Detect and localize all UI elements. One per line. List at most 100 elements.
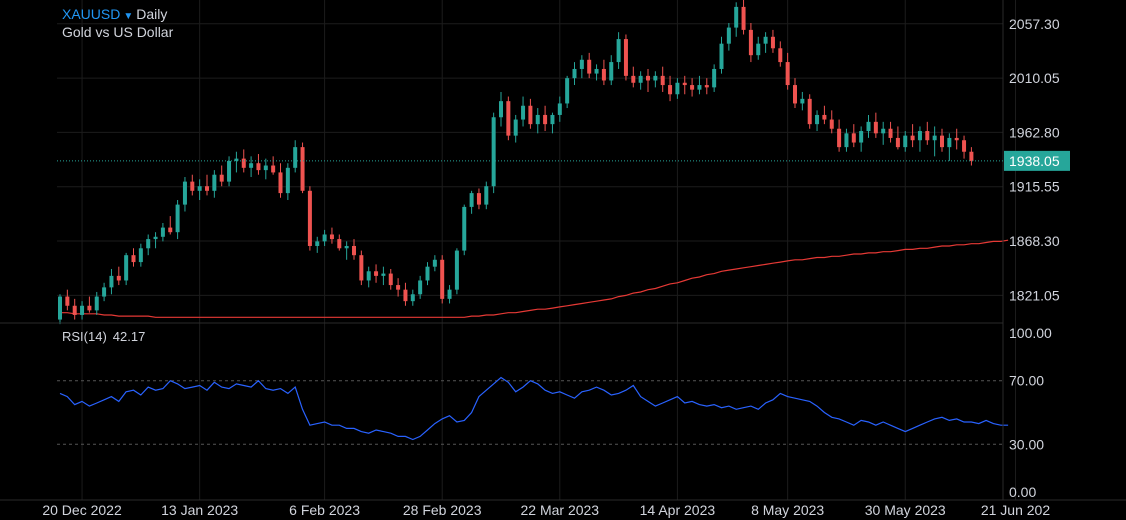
- candle-body: [513, 119, 518, 136]
- candle: [219, 165, 224, 187]
- candle: [168, 216, 173, 235]
- candle: [859, 126, 864, 152]
- candle-body: [697, 85, 702, 90]
- time-tick-label: 6 Feb 2023: [289, 502, 360, 518]
- caret-down-icon[interactable]: ▼: [123, 11, 134, 22]
- candle: [550, 112, 555, 134]
- candle-body: [322, 234, 327, 242]
- candle: [116, 266, 121, 286]
- candle: [72, 298, 77, 320]
- candle-body: [131, 255, 136, 263]
- candle: [748, 22, 753, 63]
- candle: [954, 128, 959, 150]
- price-grid: [57, 0, 1016, 323]
- candle: [109, 268, 114, 295]
- candle: [579, 55, 584, 79]
- time-axis[interactable]: 20 Dec 2022 13 Jan 2023 6 Feb 2023 28 Feb 2…: [42, 502, 1050, 518]
- candle: [793, 78, 797, 109]
- candle-body: [873, 121, 878, 134]
- candle-body: [80, 305, 85, 315]
- candle-body: [844, 133, 849, 148]
- candle-body: [690, 85, 695, 90]
- candle-body: [381, 273, 386, 276]
- candle-body: [300, 147, 305, 191]
- candle-body: [712, 68, 717, 88]
- candle: [756, 36, 761, 60]
- candle-body: [793, 85, 797, 104]
- candle-body: [462, 206, 467, 251]
- candle-body: [528, 105, 533, 125]
- candle-body: [447, 289, 452, 299]
- candle: [623, 34, 628, 81]
- candle: [352, 239, 356, 260]
- candle: [572, 62, 577, 86]
- candle: [454, 248, 459, 295]
- candle-body: [256, 163, 261, 171]
- candle: [565, 75, 570, 109]
- candle-body: [660, 75, 665, 86]
- rsi-name: RSI(14): [62, 329, 107, 344]
- candle: [543, 105, 548, 132]
- candle-body: [785, 62, 790, 86]
- candle: [962, 135, 967, 159]
- candle-body: [748, 29, 753, 56]
- candle: [881, 121, 886, 145]
- candle: [741, 0, 746, 35]
- price-axis[interactable]: 2057.30 2010.05 1962.80 1915.55 1868.30 1821.…: [1009, 16, 1060, 304]
- candle-body: [403, 289, 408, 302]
- candle-body: [910, 135, 915, 141]
- candle: [726, 22, 731, 51]
- candle: [227, 156, 232, 187]
- candle-body: [851, 133, 856, 143]
- candle: [506, 96, 511, 141]
- candle: [609, 55, 614, 86]
- moving-average-layer: [60, 239, 1009, 318]
- last-price-marker: 1938.05: [57, 150, 1070, 171]
- candle-body: [315, 241, 320, 246]
- candle-body: [366, 271, 371, 281]
- candle-body: [278, 172, 283, 194]
- candle-body: [962, 140, 967, 152]
- candle: [447, 285, 452, 304]
- candle-body: [499, 101, 503, 118]
- candle-body: [241, 158, 246, 168]
- candle: [521, 96, 526, 127]
- candle-body: [734, 6, 739, 28]
- candle: [491, 112, 496, 194]
- candle-body: [138, 248, 143, 263]
- candle: [293, 140, 298, 173]
- candle-body: [668, 85, 673, 95]
- symbol-name[interactable]: XAUUSD: [62, 6, 121, 22]
- rsi-axis[interactable]: 100.00 70.00 30.00 0.00: [1009, 325, 1052, 500]
- candle-body: [572, 68, 577, 79]
- candle: [388, 268, 393, 290]
- last-price-label: 1938.05: [1009, 153, 1060, 169]
- candle: [925, 121, 930, 145]
- candle-body: [432, 259, 437, 267]
- price-tick-label: 1868.30: [1009, 233, 1060, 249]
- candle: [660, 66, 665, 92]
- candle: [256, 154, 261, 175]
- candle: [785, 52, 790, 90]
- time-tick-label: 14 Apr 2023: [640, 502, 716, 518]
- interval-label[interactable]: Daily: [136, 6, 168, 22]
- candle: [528, 98, 533, 129]
- candle: [815, 110, 820, 132]
- candle: [432, 255, 437, 272]
- candle-body: [866, 121, 871, 132]
- candle-body: [234, 158, 239, 161]
- candle-body: [469, 193, 474, 207]
- candle-body: [72, 305, 77, 315]
- candles-layer: [58, 0, 974, 325]
- candle: [535, 108, 540, 134]
- candle: [734, 2, 739, 37]
- candle-body: [646, 75, 650, 81]
- candle-body: [476, 193, 481, 205]
- candle: [778, 41, 783, 67]
- candle: [462, 204, 467, 256]
- candle: [940, 128, 944, 152]
- candle-body: [410, 294, 415, 302]
- candle-body: [249, 163, 254, 168]
- candle-body: [543, 114, 548, 125]
